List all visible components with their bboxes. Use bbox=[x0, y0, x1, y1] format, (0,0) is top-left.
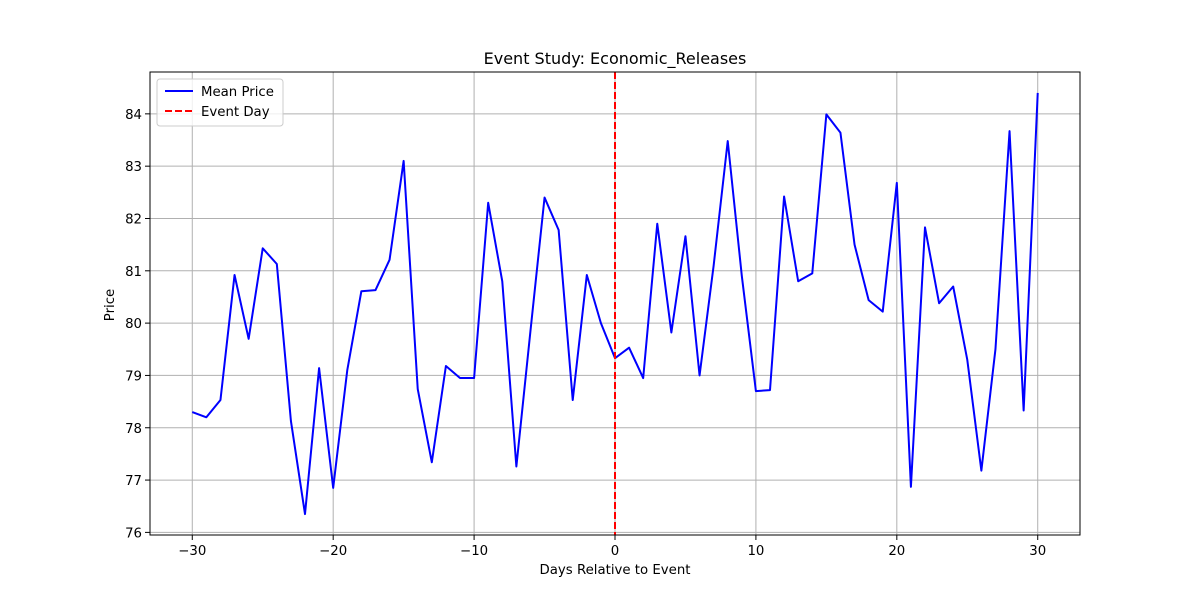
x-tick-label: −30 bbox=[178, 544, 206, 559]
y-tick-label: 79 bbox=[125, 369, 142, 384]
y-tick-label: 80 bbox=[125, 317, 142, 332]
x-tick-label: 10 bbox=[747, 544, 764, 559]
y-tick-label: 83 bbox=[125, 160, 142, 175]
y-tick-label: 76 bbox=[125, 526, 142, 541]
y-axis-label: Price bbox=[103, 289, 118, 321]
y-tick-label: 81 bbox=[125, 265, 142, 280]
y-tick-label: 82 bbox=[125, 212, 142, 227]
x-tick-label: 0 bbox=[611, 544, 619, 559]
x-tick-label: −10 bbox=[460, 544, 488, 559]
legend: Mean Price Event Day bbox=[156, 78, 284, 127]
chart-title: Event Study: Economic_Releases bbox=[484, 49, 747, 69]
x-tick-label: 30 bbox=[1029, 544, 1046, 559]
plot-lines bbox=[191, 72, 1039, 535]
y-axis-ticks: 76 77 78 79 80 81 82 83 84 bbox=[125, 108, 150, 541]
y-tick-label: 77 bbox=[125, 474, 142, 489]
x-tick-label: 20 bbox=[888, 544, 905, 559]
x-axis-label: Days Relative to Event bbox=[540, 563, 691, 578]
legend-label-event-day: Event Day bbox=[201, 105, 270, 120]
x-axis-ticks: −30 −20 −10 0 10 20 30 bbox=[178, 535, 1046, 559]
x-tick-label: −20 bbox=[319, 544, 347, 559]
y-tick-label: 84 bbox=[125, 108, 142, 123]
y-tick-label: 78 bbox=[125, 422, 142, 437]
legend-label-mean-price: Mean Price bbox=[201, 85, 274, 100]
